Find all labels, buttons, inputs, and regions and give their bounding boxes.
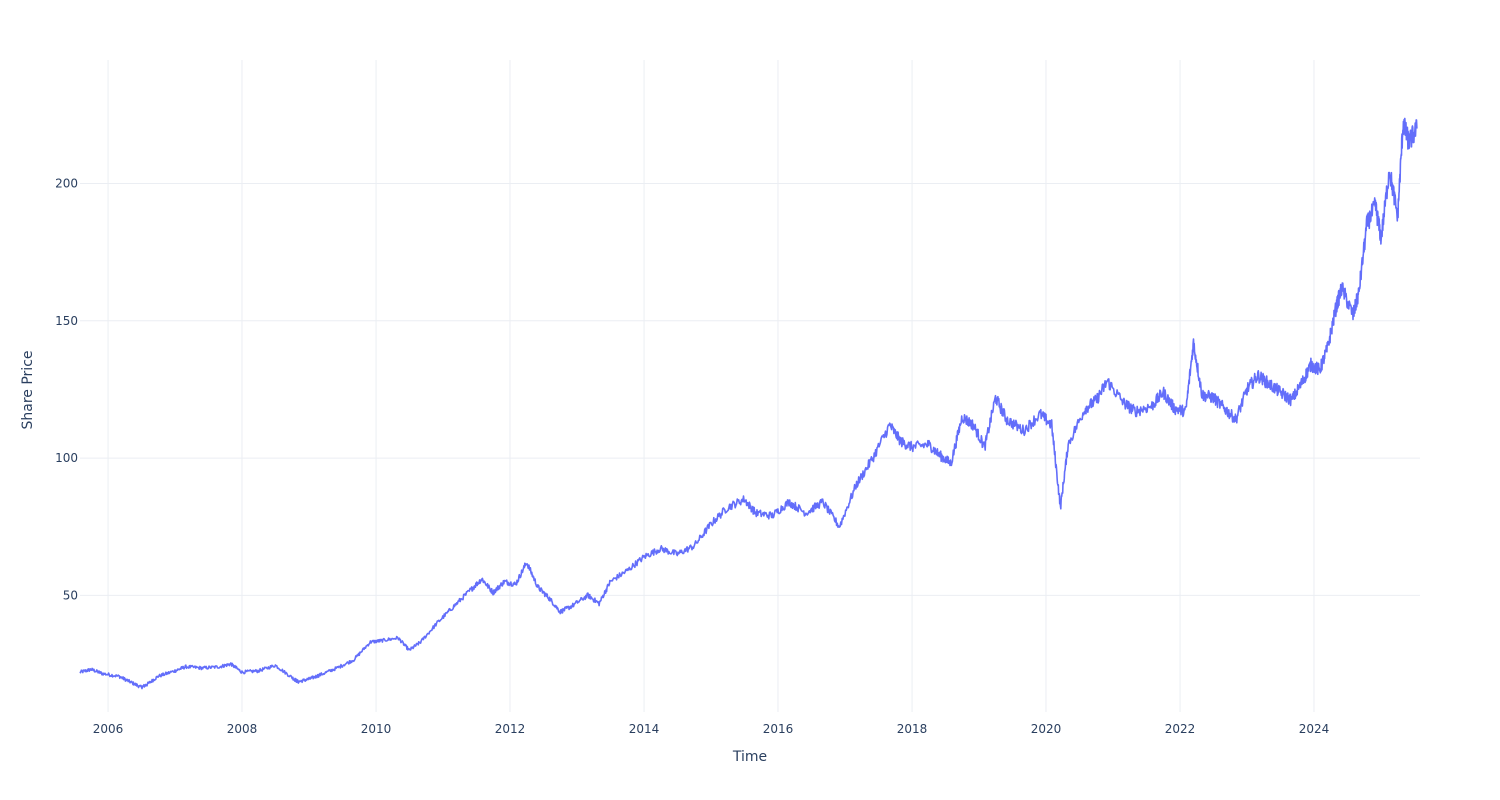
x-grid: [107, 60, 1315, 712]
x-tick-label: 2016: [763, 722, 794, 736]
x-tick-label: 2022: [1165, 722, 1196, 736]
y-tick-label: 50: [63, 588, 78, 602]
x-tick-labels: 2006 2008 2010 2012 2014 2016 2018 2020 2022 2024: [93, 722, 1329, 736]
x-tick-label: 2012: [495, 722, 526, 736]
y-grid: [80, 183, 1420, 596]
series-layer: [79, 117, 1418, 690]
x-tick-label: 2010: [361, 722, 392, 736]
x-tick-label: 2014: [629, 722, 660, 736]
y-axis-title: Share Price: [20, 350, 36, 429]
x-tick-label: 2008: [227, 722, 258, 736]
y-tick-label: 200: [55, 177, 78, 191]
y-tick-labels: 50 100 150 200: [55, 177, 78, 603]
x-axis-title: Time: [732, 749, 767, 765]
y-tick-label: 100: [55, 451, 78, 465]
x-tick-label: 2006: [93, 722, 124, 736]
y-tick-label: 150: [55, 314, 78, 328]
x-tick-label: 2020: [1031, 722, 1062, 736]
series-line: [79, 117, 1418, 690]
x-tick-label: 2024: [1299, 722, 1330, 736]
x-tick-label: 2018: [897, 722, 928, 736]
